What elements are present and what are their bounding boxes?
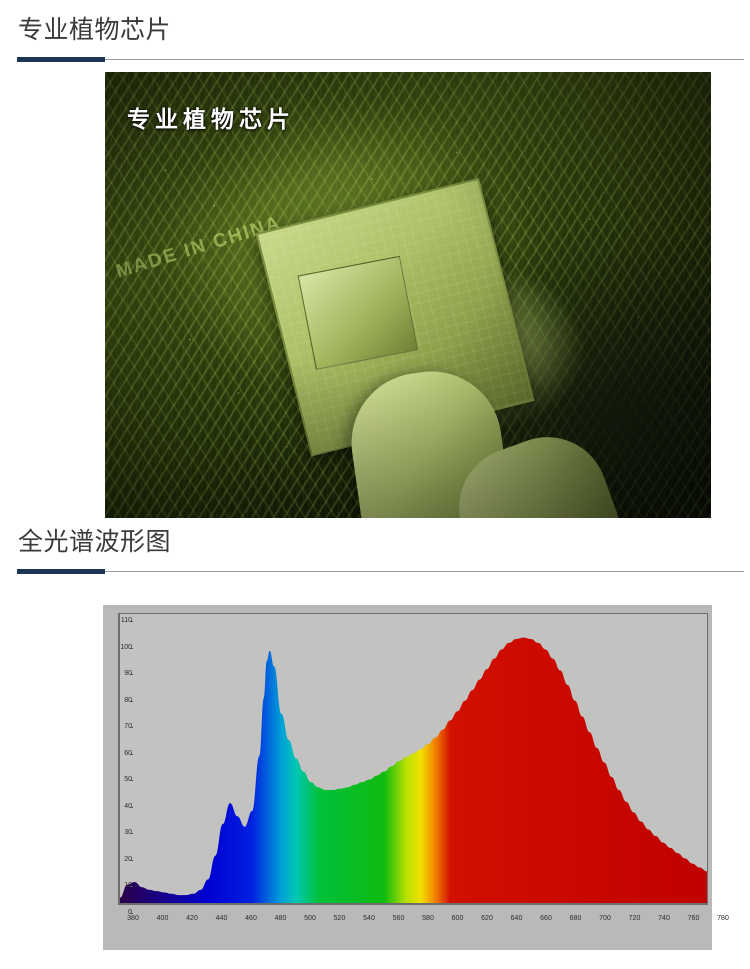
- x-axis-tick-label: 600: [451, 915, 464, 922]
- y-axis: 0 10 20 30 40 50 60 70 80 90 100 110: [118, 613, 133, 916]
- y-axis-tick: [130, 647, 133, 649]
- x-axis-tick-label: 740: [658, 915, 670, 922]
- heading-rule: [0, 57, 750, 63]
- heading-rule-2: [0, 569, 750, 575]
- y-axis-tick-label: 10: [124, 882, 132, 890]
- x-axis-tick-label: 580: [422, 915, 434, 922]
- photo-overlay-caption: 专业植物芯片: [127, 107, 295, 133]
- x-axis-tick-label: 540: [363, 915, 375, 922]
- x-axis-tick-label: 680: [569, 915, 582, 922]
- y-axis-tick-label: 30: [124, 829, 132, 837]
- heading-accent-bar-2: [17, 569, 105, 574]
- photo-vignette: [105, 72, 711, 518]
- y-axis-tick-label: 60: [124, 749, 132, 757]
- y-axis-tick: [130, 806, 133, 808]
- x-axis-tick-label: 720: [628, 915, 641, 922]
- x-axis-tick-label: 460: [245, 915, 257, 922]
- x-axis-tick-label: 640: [510, 915, 523, 922]
- y-axis-tick: [130, 621, 133, 622]
- spectrum-curve: [120, 637, 707, 903]
- x-axis-tick-label: 420: [186, 915, 198, 922]
- y-axis-tick: [130, 700, 133, 702]
- spectrum-chart-panel: 0 10 20 30 40 50 60 70 80 90 100 110 380 400 420 440 46…: [103, 605, 729, 950]
- spectrum-title: 全光谱波形图: [18, 528, 172, 556]
- x-axis-tick-label: 520: [333, 915, 346, 922]
- y-axis-tick-label: 50: [124, 776, 132, 784]
- x-axis-tick-label: 760: [687, 915, 700, 922]
- heading-rule-line-2: [17, 571, 744, 572]
- section-header-chip: 专业植物芯片: [0, 18, 750, 63]
- y-axis-tick: [130, 753, 133, 755]
- x-axis-tick-label: 660: [540, 915, 552, 922]
- y-axis-tick-label: 80: [124, 696, 132, 704]
- x-axis-tick-label: 440: [215, 915, 228, 922]
- x-axis-tick-label: 400: [156, 915, 169, 922]
- x-axis-tick-label: 480: [274, 915, 287, 922]
- x-axis-tick-label: 620: [481, 915, 493, 922]
- y-axis-tick-label: 0: [128, 909, 132, 916]
- y-axis-tick-label: 40: [124, 802, 132, 810]
- heading-rule-line: [17, 59, 744, 60]
- x-axis-tick-label: 780: [717, 915, 729, 922]
- y-axis-tick-label: 100: [120, 643, 132, 651]
- y-axis-tick-label: 20: [124, 855, 132, 863]
- y-axis-tick: [130, 833, 133, 835]
- spectrum-plot-area: 0 10 20 30 40 50 60 70 80 90 100 110 380 400 420 440 46…: [118, 613, 729, 922]
- y-axis-tick-label: 70: [124, 723, 132, 731]
- x-axis-tick-label: 500: [304, 915, 316, 922]
- x-axis-tick-label: 380: [127, 915, 139, 922]
- y-axis-tick: [130, 886, 133, 888]
- y-axis-tick: [130, 913, 133, 914]
- x-axis: 380 400 420 440 460 480 500 520 540 560 580 600 620 6…: [127, 915, 729, 929]
- page-title: 专业植物芯片: [18, 16, 172, 44]
- y-axis-tick: [130, 859, 133, 861]
- y-axis-tick: [130, 727, 133, 729]
- spectrum-curve-clip: [120, 614, 707, 903]
- y-axis-tick: [130, 674, 133, 676]
- y-axis-tick: [130, 780, 133, 782]
- heading-accent-bar: [17, 57, 105, 62]
- x-axis-tick-label: 700: [599, 915, 611, 922]
- y-axis-tick-label: 90: [124, 670, 132, 678]
- product-photo: MADE IN CHINA 专业植物芯片: [105, 72, 711, 518]
- section-header-spectrum: 全光谱波形图: [0, 530, 750, 575]
- x-axis-tick-label: 560: [392, 915, 405, 922]
- y-axis-tick-label: 110: [120, 617, 132, 624]
